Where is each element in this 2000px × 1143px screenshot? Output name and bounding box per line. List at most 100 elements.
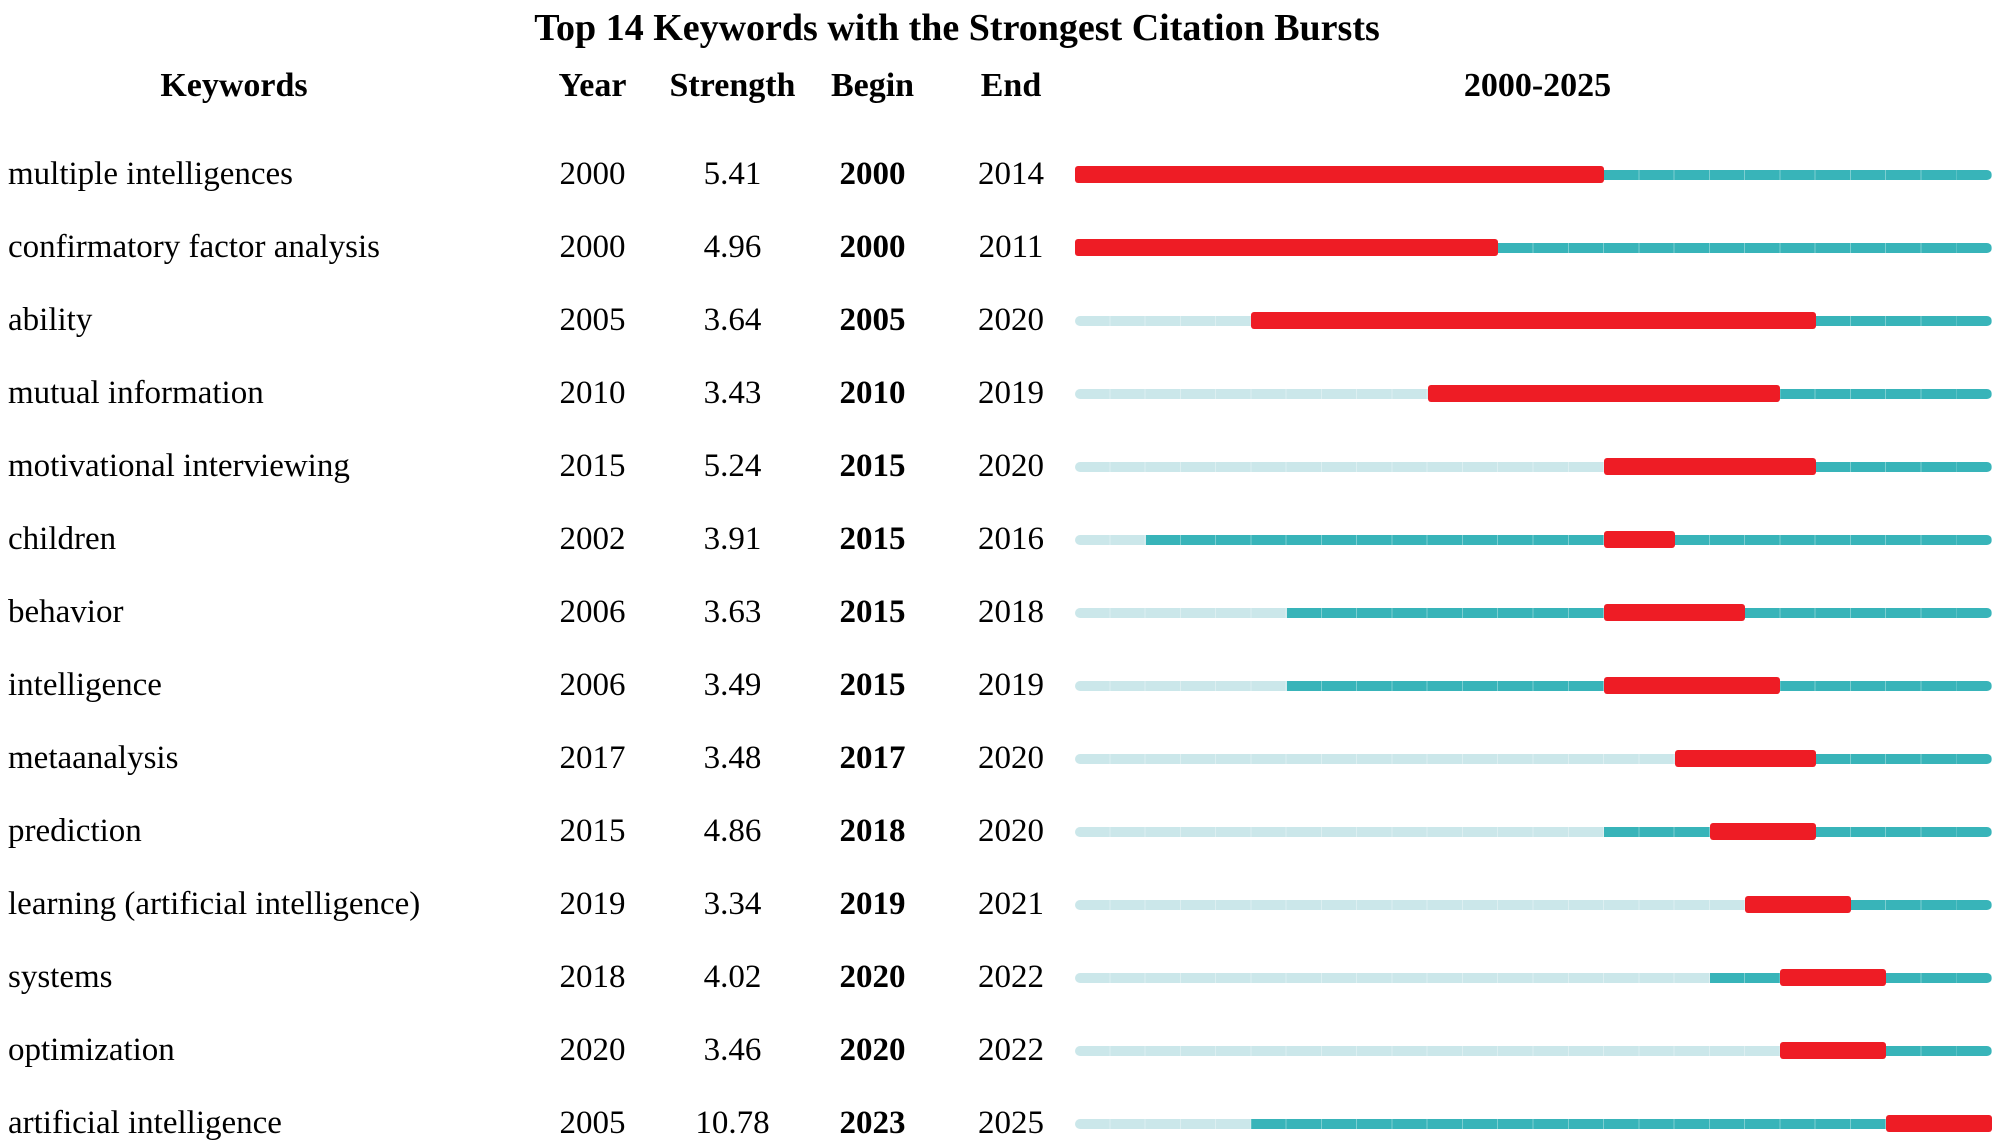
active-segment: [1850, 899, 1992, 910]
pre-appearance-segment: [1075, 972, 1710, 983]
end-cell: 2020: [978, 302, 1044, 338]
active-segment: [1815, 753, 1992, 764]
year-cell: 2020: [559, 1032, 626, 1068]
keyword-cell: intelligence: [8, 667, 162, 703]
timeline-cell: [1075, 674, 2000, 698]
burst-segment: [1251, 311, 1816, 329]
end-cell: 2025: [978, 1105, 1044, 1141]
table-row: artificial intelligence 2005 10.78 2023 …: [0, 1087, 2000, 1143]
strength-cell: 3.34: [703, 886, 762, 922]
keyword-cell: systems: [8, 959, 113, 995]
keyword-cell: mutual information: [8, 375, 264, 411]
strength-cell: 3.48: [703, 740, 762, 776]
timeline-cell: [1075, 820, 2000, 844]
end-cell: 2019: [978, 375, 1044, 411]
active-segment: [1886, 1045, 1992, 1056]
strength-cell: 5.24: [703, 448, 762, 484]
timeline-baseline: [1075, 461, 1992, 472]
keyword-cell: behavior: [8, 594, 124, 630]
begin-cell: 2020: [839, 959, 906, 995]
active-segment: [1815, 461, 1992, 472]
strength-cell: 3.91: [703, 521, 762, 557]
burst-timeline-bar: [1075, 601, 1992, 625]
year-cell: 2000: [559, 156, 626, 192]
year-cell: 2017: [559, 740, 626, 776]
year-ticks-overlay: [1075, 242, 1992, 253]
pre-appearance-segment: [1075, 753, 1675, 764]
table-row: metaanalysis 2017 3.48 2017 2020: [0, 722, 2000, 795]
table-row: confirmatory factor analysis 2000 4.96 2…: [0, 211, 2000, 284]
year-cell: 2005: [559, 302, 626, 338]
end-cell: 2016: [978, 521, 1044, 557]
begin-cell: 2010: [839, 375, 906, 411]
burst-timeline-bar: [1075, 163, 1992, 187]
table-row: ability 2005 3.64 2005 2020: [0, 284, 2000, 357]
timeline-cell: [1075, 455, 2000, 479]
end-cell: 2022: [978, 1032, 1044, 1068]
burst-segment: [1604, 530, 1675, 548]
timeline-cell: [1075, 382, 2000, 406]
end-cell: 2022: [978, 959, 1044, 995]
end-cell: 2014: [978, 156, 1044, 192]
pre-appearance-segment: [1075, 826, 1605, 837]
burst-segment: [1780, 1041, 1887, 1059]
burst-segment: [1604, 457, 1816, 475]
active-segment: [1780, 388, 1992, 399]
strength-cell: 10.78: [695, 1105, 770, 1141]
keyword-cell: children: [8, 521, 117, 557]
begin-cell: 2018: [839, 813, 906, 849]
keyword-cell: artificial intelligence: [8, 1105, 282, 1141]
timeline-baseline: [1075, 680, 1992, 691]
year-cell: 2006: [559, 594, 626, 630]
begin-cell: 2015: [839, 594, 906, 630]
year-ticks-overlay: [1075, 607, 1992, 618]
col-header-strength: Strength: [669, 67, 796, 104]
active-segment: [1604, 826, 1710, 837]
begin-cell: 2015: [839, 448, 906, 484]
burst-timeline-bar: [1075, 1039, 1992, 1063]
begin-cell: 2020: [839, 1032, 906, 1068]
burst-timeline-bar: [1075, 747, 1992, 771]
begin-cell: 2005: [839, 302, 906, 338]
pre-appearance-segment: [1075, 534, 1146, 545]
table-row: learning (artificial intelligence) 2019 …: [0, 868, 2000, 941]
begin-cell: 2000: [839, 229, 906, 265]
burst-segment: [1709, 822, 1816, 840]
keyword-cell: learning (artificial intelligence): [8, 886, 421, 922]
burst-segment: [1604, 603, 1746, 621]
burst-segment: [1075, 165, 1605, 183]
burst-timeline-bar: [1075, 674, 1992, 698]
timeline-baseline: [1075, 972, 1992, 983]
active-segment: [1709, 972, 1781, 983]
timeline-cell: [1075, 1039, 2000, 1063]
active-segment: [1286, 680, 1605, 691]
table-row: systems 2018 4.02 2020 2022: [0, 941, 2000, 1014]
pre-appearance-segment: [1075, 461, 1605, 472]
pre-appearance-segment: [1075, 680, 1287, 691]
timeline-baseline: [1075, 1045, 1992, 1056]
burst-timeline-bar: [1075, 820, 1992, 844]
burst-segment: [1745, 895, 1851, 913]
burst-segment: [1427, 384, 1781, 402]
active-segment: [1780, 680, 1992, 691]
year-ticks-overlay: [1075, 1118, 1992, 1129]
year-ticks-overlay: [1075, 680, 1992, 691]
begin-cell: 2019: [839, 886, 906, 922]
end-cell: 2019: [978, 667, 1044, 703]
active-segment: [1251, 1118, 1887, 1129]
table-row: behavior 2006 3.63 2015 2018: [0, 576, 2000, 649]
timeline-baseline: [1075, 607, 1992, 618]
active-segment: [1745, 607, 1992, 618]
active-segment: [1498, 242, 1992, 253]
burst-timeline-bar: [1075, 236, 1992, 260]
begin-cell: 2000: [839, 156, 906, 192]
timeline-baseline: [1075, 899, 1992, 910]
end-cell: 2018: [978, 594, 1044, 630]
active-segment: [1886, 972, 1992, 983]
year-ticks-overlay: [1075, 1045, 1992, 1056]
burst-timeline-bar: [1075, 966, 1992, 990]
begin-cell: 2015: [839, 667, 906, 703]
col-header-end: End: [980, 67, 1042, 104]
pre-appearance-segment: [1075, 1118, 1252, 1129]
table-row: motivational interviewing 2015 5.24 2015…: [0, 430, 2000, 503]
